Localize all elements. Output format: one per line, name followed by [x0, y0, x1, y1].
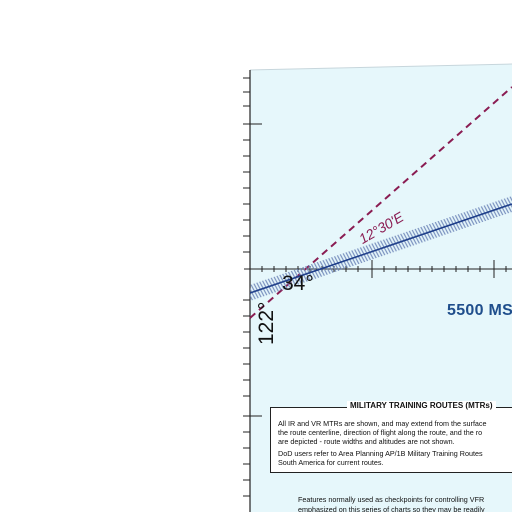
- mtr-legend-paragraph-2: DoD users refer to Area Planning AP/1B M…: [278, 449, 483, 467]
- isogonic-line: [249, 86, 512, 319]
- graticule-ticks-parallel: [261, 260, 507, 278]
- graticule-ticks-left: [243, 77, 262, 497]
- latitude-label: 34°: [282, 272, 314, 295]
- mtr-legend-box: MILITARY TRAINING ROUTES (MTRs) All IR a…: [270, 401, 512, 473]
- water-area: [250, 64, 512, 512]
- victor-airway-route[interactable]: [249, 203, 512, 294]
- chart-sheet-top-edge: [249, 63, 512, 71]
- mtr-legend-title: MILITARY TRAINING ROUTES (MTRs): [347, 401, 496, 410]
- checkpoint-note: Features normally used as checkpoints fo…: [298, 495, 485, 512]
- longitude-label: 122°: [255, 301, 278, 345]
- mtr-legend-paragraph-1: All IR and VR MTRs are shown, and may ex…: [278, 419, 487, 446]
- altitude-label: 5500 MS: [447, 302, 512, 319]
